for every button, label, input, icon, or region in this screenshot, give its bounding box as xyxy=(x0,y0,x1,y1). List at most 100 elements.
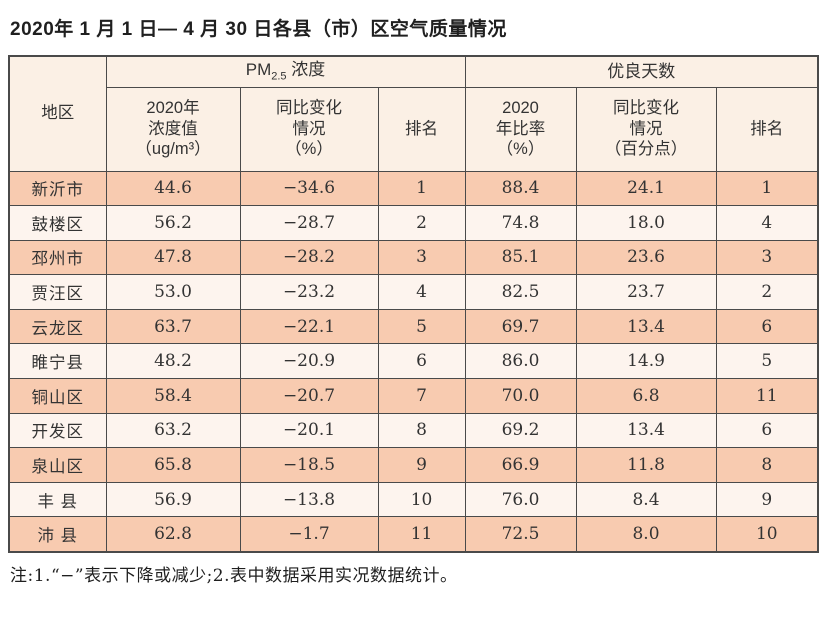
area-cell: 贾汪区 xyxy=(8,274,107,310)
area-cell: 泉山区 xyxy=(8,447,107,483)
page-title: 2020年 1 月 1 日— 4 月 30 日各县（市）区空气质量情况 xyxy=(10,19,507,40)
days-rate-cell: 72.5 xyxy=(464,516,577,553)
pm-value-cell: 48.2 xyxy=(105,343,241,380)
table-row: 泉山区 65.8 −18.5 9 66.9 11.8 8 xyxy=(8,447,819,483)
days-rate-cell: 70.0 xyxy=(464,378,577,414)
days-rank-cell: 2 xyxy=(715,274,819,310)
area-cell: 丰 县 xyxy=(8,481,107,518)
days-change-cell: 8.4 xyxy=(575,481,717,518)
area-cell: 鼓楼区 xyxy=(8,205,107,241)
table-row: 鼓楼区 56.2 −28.7 2 74.8 18.0 4 xyxy=(8,205,819,241)
header-group-pm25: PM2.5 浓度 xyxy=(105,55,466,88)
pm-rank-cell: 11 xyxy=(377,516,466,553)
pm-rank-cell: 2 xyxy=(377,205,466,241)
days-rank-cell: 6 xyxy=(715,412,819,449)
area-cell: 新沂市 xyxy=(8,170,107,207)
header-days-rate: 2020 年比率 （%） xyxy=(464,86,577,172)
days-change-cell: 13.4 xyxy=(575,412,717,449)
days-rank-cell: 4 xyxy=(715,205,819,241)
pm-change-cell: −13.8 xyxy=(239,481,379,518)
days-rate-cell: 69.2 xyxy=(464,412,577,449)
pm-label-subscript: 2.5 xyxy=(271,70,287,83)
days-change-cell: 6.8 xyxy=(575,378,717,414)
days-rank-cell: 8 xyxy=(715,447,819,483)
pm-change-cell: −20.1 xyxy=(239,412,379,449)
days-rank-cell: 10 xyxy=(715,516,819,553)
pm-value-cell: 58.4 xyxy=(105,378,241,414)
days-change-cell: 14.9 xyxy=(575,343,717,380)
table-row: 丰 县 56.9 −13.8 10 76.0 8.4 9 xyxy=(8,481,819,518)
days-rate-cell: 88.4 xyxy=(464,170,577,207)
pm-change-cell: −28.2 xyxy=(239,239,379,276)
header-pm-value: 2020年 浓度值 （ug/m³） xyxy=(105,86,241,172)
pm-value-cell: 56.2 xyxy=(105,205,241,241)
header-group-good-days: 优良天数 xyxy=(464,55,819,88)
area-cell: 邳州市 xyxy=(8,239,107,276)
days-rank-cell: 3 xyxy=(715,239,819,276)
area-cell: 开发区 xyxy=(8,412,107,449)
days-rate-cell: 74.8 xyxy=(464,205,577,241)
days-rate-cell: 69.7 xyxy=(464,308,577,345)
header-days-rank: 排名 xyxy=(715,86,819,172)
days-change-cell: 24.1 xyxy=(575,170,717,207)
pm-change-cell: −18.5 xyxy=(239,447,379,483)
area-cell: 铜山区 xyxy=(8,378,107,414)
days-rank-cell: 11 xyxy=(715,378,819,414)
pm-value-cell: 62.8 xyxy=(105,516,241,553)
pm-value-cell: 47.8 xyxy=(105,239,241,276)
pm-value-cell: 63.2 xyxy=(105,412,241,449)
pm-value-cell: 56.9 xyxy=(105,481,241,518)
table-row: 云龙区 63.7 −22.1 5 69.7 13.4 6 xyxy=(8,308,819,345)
footnote: 注:1.“−”表示下降或减少;2.表中数据采用实况数据统计。 xyxy=(10,565,458,586)
pm-rank-cell: 3 xyxy=(377,239,466,276)
pm-change-cell: −22.1 xyxy=(239,308,379,345)
pm-label-prefix: PM xyxy=(245,60,272,80)
days-rank-cell: 1 xyxy=(715,170,819,207)
area-cell: 云龙区 xyxy=(8,308,107,345)
days-change-cell: 23.7 xyxy=(575,274,717,310)
header-pm-rank: 排名 xyxy=(377,86,466,172)
table-row: 开发区 63.2 −20.1 8 69.2 13.4 6 xyxy=(8,412,819,449)
pm-value-cell: 65.8 xyxy=(105,447,241,483)
pm-value-cell: 63.7 xyxy=(105,308,241,345)
pm-label-rest: 浓度 xyxy=(286,60,326,80)
days-change-cell: 23.6 xyxy=(575,239,717,276)
header-area: 地区 xyxy=(8,55,107,172)
pm-rank-cell: 1 xyxy=(377,170,466,207)
days-rate-cell: 85.1 xyxy=(464,239,577,276)
pm-change-cell: −20.9 xyxy=(239,343,379,380)
days-rank-cell: 5 xyxy=(715,343,819,380)
pm-rank-cell: 9 xyxy=(377,447,466,483)
table-row: 沛 县 62.8 −1.7 11 72.5 8.0 10 xyxy=(8,516,819,553)
pm-change-cell: −1.7 xyxy=(239,516,379,553)
days-rank-cell: 9 xyxy=(715,481,819,518)
table-row: 邳州市 47.8 −28.2 3 85.1 23.6 3 xyxy=(8,239,819,276)
table-header: 地区 PM2.5 浓度 优良天数 2020年 浓度值 （ug/m³） 同比变化 … xyxy=(8,55,819,172)
pm-rank-cell: 7 xyxy=(377,378,466,414)
pm-rank-cell: 6 xyxy=(377,343,466,380)
table-row: 铜山区 58.4 −20.7 7 70.0 6.8 11 xyxy=(8,378,819,414)
pm-value-cell: 53.0 xyxy=(105,274,241,310)
area-cell: 沛 县 xyxy=(8,516,107,553)
pm-rank-cell: 10 xyxy=(377,481,466,518)
header-pm-change: 同比变化 情况 （%） xyxy=(239,86,379,172)
pm-change-cell: −20.7 xyxy=(239,378,379,414)
days-rank-cell: 6 xyxy=(715,308,819,345)
pm-rank-cell: 4 xyxy=(377,274,466,310)
days-change-cell: 13.4 xyxy=(575,308,717,345)
table-row: 新沂市 44.6 −34.6 1 88.4 24.1 1 xyxy=(8,170,819,207)
days-change-cell: 18.0 xyxy=(575,205,717,241)
table-body: 新沂市 44.6 −34.6 1 88.4 24.1 1 鼓楼区 56.2 −2… xyxy=(8,170,819,553)
days-change-cell: 8.0 xyxy=(575,516,717,553)
days-rate-cell: 66.9 xyxy=(464,447,577,483)
days-rate-cell: 76.0 xyxy=(464,481,577,518)
air-quality-table: 地区 PM2.5 浓度 优良天数 2020年 浓度值 （ug/m³） 同比变化 … xyxy=(8,55,820,553)
header-days-change: 同比变化 情况 （百分点） xyxy=(575,86,717,172)
area-cell: 睢宁县 xyxy=(8,343,107,380)
days-rate-cell: 82.5 xyxy=(464,274,577,310)
days-rate-cell: 86.0 xyxy=(464,343,577,380)
table-row: 睢宁县 48.2 −20.9 6 86.0 14.9 5 xyxy=(8,343,819,380)
pm-rank-cell: 8 xyxy=(377,412,466,449)
pm-rank-cell: 5 xyxy=(377,308,466,345)
